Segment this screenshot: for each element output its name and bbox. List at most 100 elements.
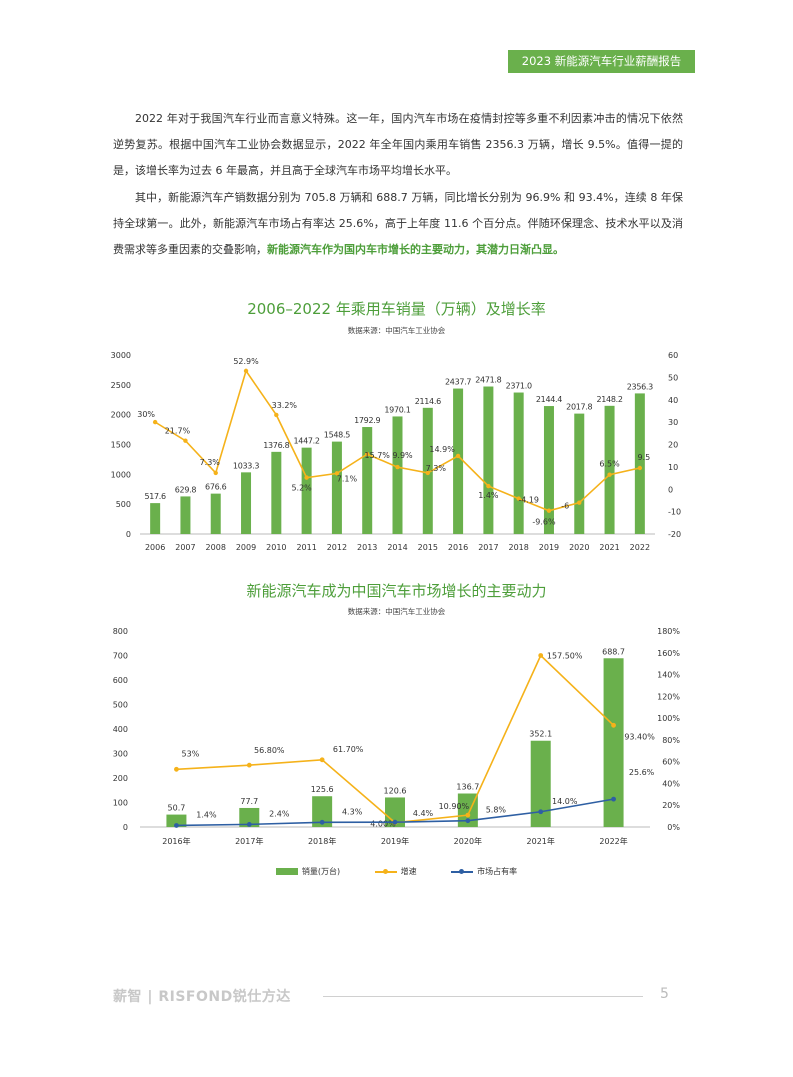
body-text: 2022 年对于我国汽车行业而言意义特殊。这一年，国内汽车市场在疫情封控等多重不… [113,106,683,264]
chart1-bar [543,406,554,534]
chart2-y2-tick: 100% [657,714,680,723]
chart2-bar [457,793,478,827]
chart2-share-point [465,818,471,824]
chart1-bar [331,441,342,534]
chart2-y-tick: 400 [113,725,128,734]
chart1-bar-label: 676.6 [205,483,227,492]
chart2-bar-label: 120.6 [384,786,407,795]
chart1-growth-label: 33.2% [272,401,298,410]
chart1-y2-tick: 30 [668,418,678,427]
chart1-bar [392,416,403,534]
chart2-share-label: 4.4% [413,809,434,818]
chart1-growth-point [334,471,340,476]
chart2-bar [385,797,405,827]
chart2-x-tick: 2017年 [235,836,263,846]
chart2-share-point [538,809,544,815]
chart1-growth-point [152,419,158,425]
chart2-y2-tick: 20% [662,801,680,810]
legend-sales-swatch [275,868,298,875]
chart1-y2-tick: 0 [668,485,673,494]
chart2-bar-label: 688.7 [602,647,625,656]
chart1-y-tick: 2500 [111,381,131,390]
chart1-bar-label: 2471.8 [475,376,501,385]
chart1-bar [271,451,282,534]
chart2-y2-tick: 140% [657,671,680,680]
chart2-x-tick: 2021年 [527,836,555,846]
chart2-growth-label: 53% [182,749,200,758]
legend-growth: 增速 [374,866,417,877]
paragraph-1: 2022 年对于我国汽车行业而言意义特殊。这一年，国内汽车市场在疫情封控等多重不… [113,112,683,177]
chart1-bar [301,447,312,534]
chart1-growth-label: 7.3% [426,464,447,473]
chart1-growth-label: -6 [561,502,569,511]
chart1-y2-tick: 50 [668,373,678,382]
chart1-x-tick: 2017 [478,543,498,552]
chart1-x-tick: 2014 [387,543,407,552]
legend-sales-label: 销量(万台) [301,867,341,876]
chart1-bar [150,503,161,534]
chart2-y2-tick: 0% [667,823,680,832]
chart2-x-tick: 2018年 [308,836,336,846]
chart1-bar [634,393,645,534]
chart1-x-tick: 2016 [448,543,468,552]
chart1-growth-point [486,483,491,489]
chart1-x-tick: 2008 [206,543,226,552]
chart2-growth-label: 4.00% [370,820,396,829]
chart2-y-tick: 100 [113,799,128,808]
chart1-x-tick: 2022 [630,543,650,552]
chart1-source: 数据来源：中国汽车工业协会 [347,326,446,335]
chart1-bar-label: 2114.6 [415,397,441,406]
legend-growth-swatch [374,868,397,874]
chart1-growth-label: 14.9% [429,445,455,454]
footer-divider [323,996,643,997]
chart1-growth-label: -4.19 [518,496,539,505]
chart1-y2-tick: 60 [668,351,678,360]
chart1-x-tick: 2010 [266,543,286,552]
chart1-y-tick: 500 [116,500,131,509]
chart1-y-tick: 3000 [111,351,131,360]
chart2-bar [166,814,187,827]
chart1-bar-label: 629.8 [175,485,197,494]
paragraph-2-text: 其中，新能源汽车产销数据分别为 705.8 万辆和 688.7 万辆，同比增长分… [113,191,683,256]
chart1-y2-tick: 10 [668,463,678,472]
chart2-bar [530,740,551,827]
chart1-title: 2006–2022 年乘用车销量（万辆）及增长率 [247,300,546,318]
chart2-x-tick: 2020年 [454,836,482,846]
chart1-y2-tick: 40 [668,396,678,405]
chart1-bar-label: 1447.2 [294,437,320,446]
chart2-growth-point [246,762,252,768]
chart2-y-tick: 600 [113,676,128,685]
chart1-growth-point [516,496,521,501]
chart1-growth-point [365,451,370,457]
chart2-bar-label: 50.7 [168,804,186,813]
report-header-tag: 2023 新能源汽车行业薪酬报告 [508,50,695,73]
chart1-bar-label: 2371.0 [506,382,532,391]
chart2-bar-label: 77.7 [240,797,258,806]
page-number: 5 [660,986,669,1002]
chart2-x-tick: 2019年 [381,836,409,846]
chart2-bar [603,658,624,827]
chart2-y-tick: 300 [113,750,128,759]
chart1-x-tick: 2020 [569,543,589,552]
chart1-bar [574,413,585,534]
chart1-bar-label: 1548.5 [324,431,350,440]
chart1-growth-point [304,475,309,480]
chart2-y-tick: 800 [113,627,128,636]
chart2-share-point [392,819,398,825]
chart1-x-tick: 2007 [175,543,195,552]
legend-growth-label: 增速 [400,867,417,876]
chart2-share-point [174,823,179,828]
chart1-bar-label: 2148.2 [596,395,622,404]
chart1-growth-point [395,464,400,470]
chart1-bar [180,496,191,534]
chart2-y2-tick: 60% [662,758,680,767]
chart1-bar [483,386,494,534]
chart1-growth-label: 30% [137,410,155,419]
chart1-bar-label: 1376.8 [263,441,289,450]
chart1-bar-label: 1033.3 [233,461,259,470]
paragraph-2-highlight: 新能源汽车作为国内车市增长的主要动力，其潜力日渐凸显。 [267,243,564,256]
chart2-y-tick: 200 [113,774,128,783]
chart2-y-tick: 500 [113,701,128,710]
chart2-share-label: 4.3% [342,807,363,816]
